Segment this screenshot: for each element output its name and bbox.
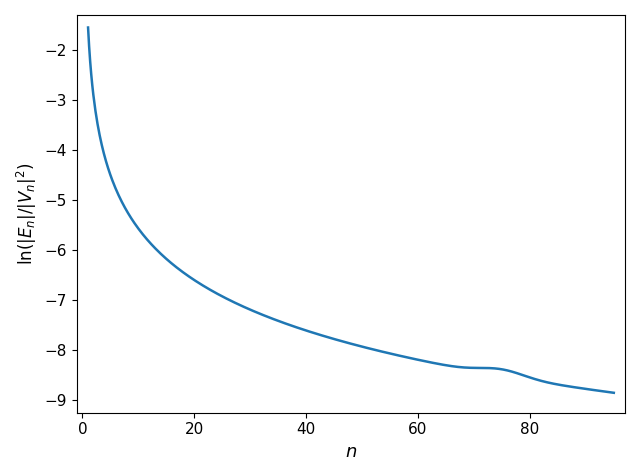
X-axis label: $n$: $n$ [345,443,357,461]
Y-axis label: $\ln(|E_n|/|V_n|^2)$: $\ln(|E_n|/|V_n|^2)$ [15,163,39,265]
